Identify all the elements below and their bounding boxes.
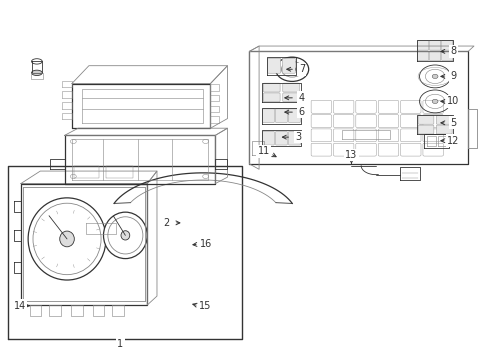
Text: 1: 1 xyxy=(117,339,123,349)
FancyBboxPatch shape xyxy=(333,143,353,156)
FancyBboxPatch shape xyxy=(377,143,398,156)
FancyBboxPatch shape xyxy=(262,109,274,122)
Ellipse shape xyxy=(121,231,129,240)
FancyBboxPatch shape xyxy=(377,114,398,127)
FancyBboxPatch shape xyxy=(435,125,451,134)
FancyBboxPatch shape xyxy=(441,41,452,50)
FancyBboxPatch shape xyxy=(333,100,353,113)
FancyBboxPatch shape xyxy=(310,100,331,113)
Text: 3: 3 xyxy=(294,132,301,142)
FancyBboxPatch shape xyxy=(422,114,443,127)
FancyBboxPatch shape xyxy=(288,109,300,122)
FancyBboxPatch shape xyxy=(275,131,287,145)
FancyBboxPatch shape xyxy=(288,131,300,145)
Text: 12: 12 xyxy=(447,136,459,146)
Text: 15: 15 xyxy=(199,301,211,311)
FancyBboxPatch shape xyxy=(263,93,280,102)
Text: 13: 13 xyxy=(345,150,357,160)
FancyBboxPatch shape xyxy=(310,143,331,156)
FancyBboxPatch shape xyxy=(262,131,274,145)
Ellipse shape xyxy=(431,99,437,104)
Ellipse shape xyxy=(31,70,42,76)
Ellipse shape xyxy=(28,198,106,280)
FancyBboxPatch shape xyxy=(355,100,375,113)
FancyBboxPatch shape xyxy=(282,83,299,92)
FancyBboxPatch shape xyxy=(377,129,398,142)
FancyBboxPatch shape xyxy=(435,115,451,124)
FancyBboxPatch shape xyxy=(428,51,440,61)
Ellipse shape xyxy=(60,231,74,247)
FancyBboxPatch shape xyxy=(333,129,353,142)
FancyBboxPatch shape xyxy=(416,41,427,50)
FancyBboxPatch shape xyxy=(263,83,280,92)
FancyBboxPatch shape xyxy=(310,129,331,142)
FancyBboxPatch shape xyxy=(310,114,331,127)
FancyBboxPatch shape xyxy=(422,129,443,142)
FancyBboxPatch shape xyxy=(422,100,443,113)
FancyBboxPatch shape xyxy=(441,51,452,61)
Ellipse shape xyxy=(288,67,295,72)
Text: 8: 8 xyxy=(449,46,456,57)
FancyBboxPatch shape xyxy=(422,143,443,156)
FancyBboxPatch shape xyxy=(400,114,420,127)
Text: 5: 5 xyxy=(449,118,456,128)
FancyBboxPatch shape xyxy=(417,125,433,134)
Text: 7: 7 xyxy=(298,64,305,74)
FancyBboxPatch shape xyxy=(355,114,375,127)
FancyBboxPatch shape xyxy=(267,58,280,73)
FancyBboxPatch shape xyxy=(377,100,398,113)
Ellipse shape xyxy=(275,57,308,81)
Text: 10: 10 xyxy=(447,96,459,107)
Text: 2: 2 xyxy=(163,218,169,228)
FancyBboxPatch shape xyxy=(355,129,375,142)
Ellipse shape xyxy=(103,212,147,258)
FancyBboxPatch shape xyxy=(275,109,287,122)
FancyBboxPatch shape xyxy=(282,93,299,102)
FancyBboxPatch shape xyxy=(400,143,420,156)
Text: 4: 4 xyxy=(298,93,305,103)
FancyBboxPatch shape xyxy=(355,143,375,156)
FancyBboxPatch shape xyxy=(428,41,440,50)
FancyBboxPatch shape xyxy=(417,115,433,124)
Text: 16: 16 xyxy=(199,239,211,249)
Text: 6: 6 xyxy=(298,107,305,117)
FancyBboxPatch shape xyxy=(282,58,295,73)
Text: 14: 14 xyxy=(14,301,26,311)
FancyBboxPatch shape xyxy=(333,114,353,127)
FancyBboxPatch shape xyxy=(416,51,427,61)
Text: 11: 11 xyxy=(257,147,269,157)
FancyBboxPatch shape xyxy=(400,129,420,142)
FancyBboxPatch shape xyxy=(400,100,420,113)
Text: 9: 9 xyxy=(449,71,456,81)
Ellipse shape xyxy=(431,74,437,78)
